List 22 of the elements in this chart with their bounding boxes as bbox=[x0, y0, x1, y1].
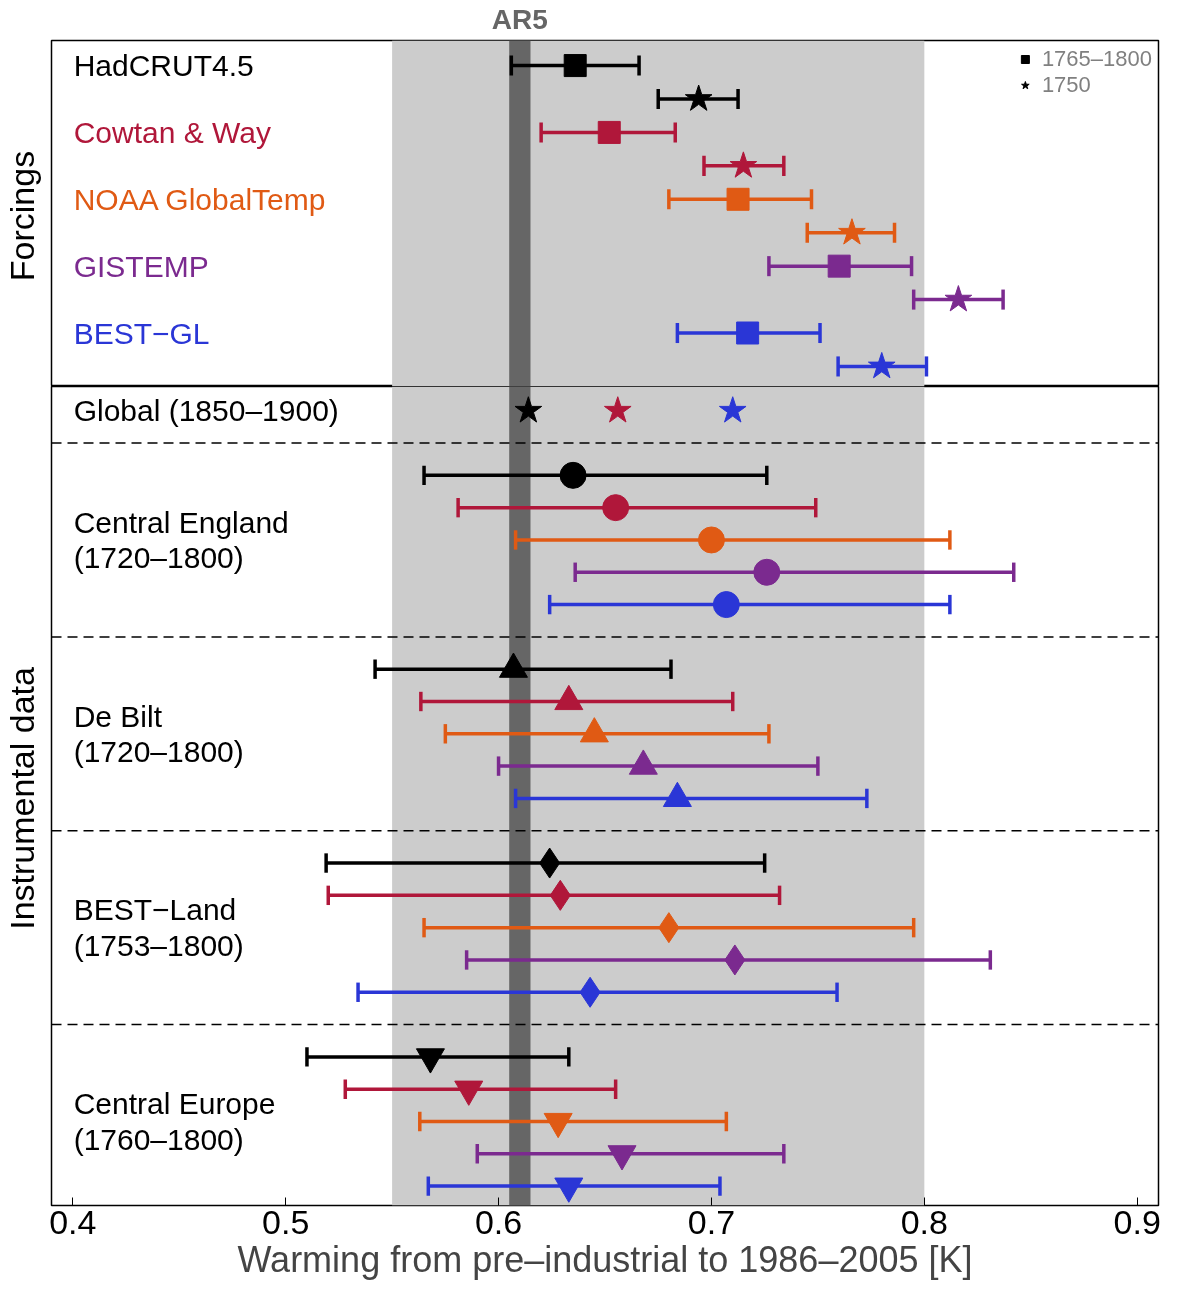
category-label: NOAA GlobalTemp bbox=[73, 182, 326, 216]
x-tick-label: 0.6 bbox=[474, 1202, 523, 1241]
category-label: BEST−GL bbox=[73, 316, 210, 350]
text: Instrumental data bbox=[3, 666, 42, 930]
category-label: Global (1850–1900) bbox=[73, 394, 339, 428]
x-tick-label: 0.4 bbox=[49, 1202, 97, 1241]
category-label: De Bilt (1720–1800) bbox=[73, 699, 244, 769]
x-axis-title: Warming from pre–industrial to 1986–2005 [K] bbox=[237, 1238, 973, 1280]
legend-label: 1750 bbox=[1041, 72, 1091, 98]
category-label: HadCRUT4.5 bbox=[73, 49, 254, 83]
category-label: GISTEMP bbox=[73, 249, 209, 283]
text: Forcings bbox=[3, 150, 42, 282]
legend-label: 1765–1800 bbox=[1041, 46, 1152, 72]
x-tick-label: 0.5 bbox=[262, 1202, 310, 1241]
x-tick-label: 0.8 bbox=[900, 1202, 948, 1241]
x-tick-label: 0.9 bbox=[1113, 1202, 1161, 1241]
category-label: BEST−Land (1753–1800) bbox=[73, 893, 244, 962]
category-label: Cowtan & Way bbox=[73, 115, 271, 149]
x-tick-label: 0.7 bbox=[687, 1202, 736, 1241]
category-label: Central Europe (1760–1800) bbox=[73, 1087, 276, 1156]
band-label: AR5 bbox=[491, 3, 548, 35]
category-label: Central England (1720–1800) bbox=[73, 505, 289, 575]
